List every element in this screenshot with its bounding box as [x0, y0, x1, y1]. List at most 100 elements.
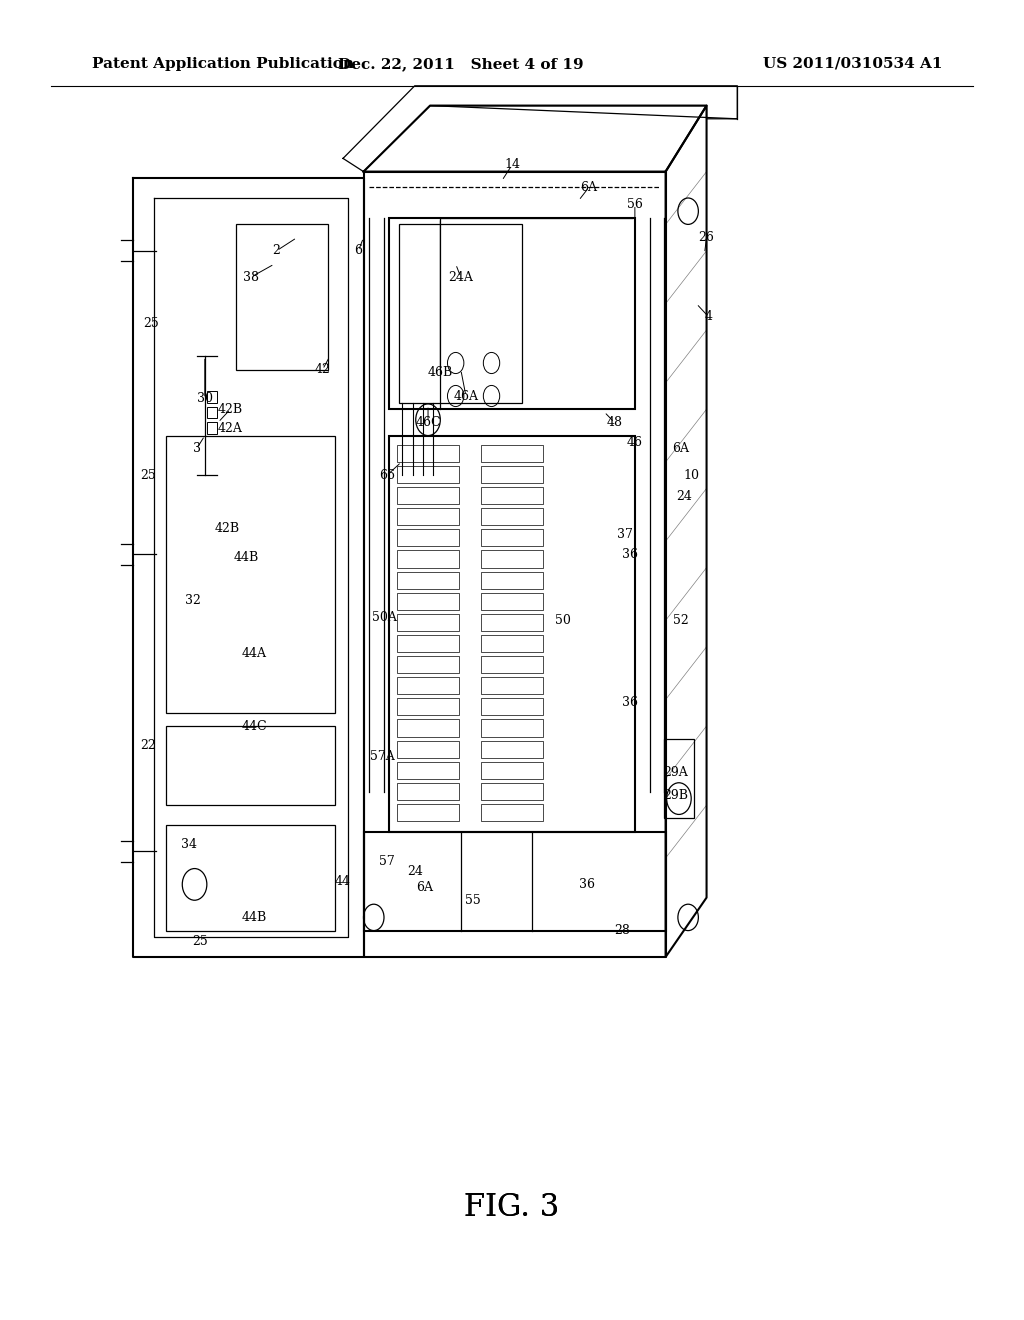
Text: 30: 30 [197, 392, 213, 405]
Text: 46A: 46A [454, 389, 478, 403]
Text: 44A: 44A [242, 647, 266, 660]
Text: 50A: 50A [372, 611, 396, 624]
Bar [397, 719, 459, 737]
Text: 52: 52 [673, 614, 689, 627]
Text: 10: 10 [683, 469, 699, 482]
Bar [397, 466, 459, 483]
Text: 3: 3 [193, 442, 201, 455]
Bar [664, 739, 694, 818]
Text: 56: 56 [627, 198, 643, 211]
Text: 48: 48 [606, 416, 623, 429]
Text: 32: 32 [184, 594, 201, 607]
Text: 6A: 6A [417, 880, 433, 894]
Bar [481, 487, 543, 504]
Bar [397, 741, 459, 758]
Text: 24: 24 [676, 490, 692, 503]
Bar [481, 804, 543, 821]
Bar [481, 677, 543, 694]
Bar [481, 656, 543, 673]
Bar [397, 656, 459, 673]
Bar [481, 529, 543, 546]
Text: Patent Application Publication: Patent Application Publication [92, 57, 354, 71]
Bar [397, 508, 459, 525]
Bar [397, 804, 459, 821]
Text: 44B: 44B [233, 550, 258, 564]
Text: 57: 57 [379, 855, 395, 869]
Bar [166, 825, 335, 931]
Text: 29B: 29B [664, 789, 688, 803]
Bar [207, 391, 217, 403]
Bar [364, 832, 666, 931]
Bar [481, 593, 543, 610]
Text: 22: 22 [140, 739, 157, 752]
Text: 6A: 6A [673, 442, 689, 455]
Text: 57A: 57A [370, 750, 394, 763]
Bar [207, 407, 217, 418]
Text: 6: 6 [354, 244, 362, 257]
Text: 36: 36 [622, 548, 638, 561]
Bar [397, 487, 459, 504]
Text: 55: 55 [465, 894, 481, 907]
Text: 42B: 42B [215, 521, 240, 535]
Text: 37: 37 [616, 528, 633, 541]
Text: 46B: 46B [428, 366, 453, 379]
Bar [481, 572, 543, 589]
Text: FIG. 3: FIG. 3 [464, 1192, 560, 1224]
Text: 42A: 42A [218, 422, 243, 436]
Bar [481, 508, 543, 525]
Bar [397, 593, 459, 610]
Text: 36: 36 [579, 878, 595, 891]
Bar [236, 224, 328, 370]
Text: 4: 4 [705, 310, 713, 323]
Bar [397, 635, 459, 652]
Bar [481, 550, 543, 568]
Text: 24: 24 [407, 865, 423, 878]
Text: 14: 14 [504, 158, 520, 172]
Text: 50: 50 [555, 614, 571, 627]
Text: 46: 46 [627, 436, 643, 449]
Bar [397, 572, 459, 589]
Bar [207, 422, 217, 434]
Bar [481, 466, 543, 483]
Text: 25: 25 [191, 935, 208, 948]
Text: 24A: 24A [449, 271, 473, 284]
Bar [397, 762, 459, 779]
Text: 34: 34 [181, 838, 198, 851]
Text: 28: 28 [614, 924, 631, 937]
Text: 25: 25 [143, 317, 160, 330]
Text: 38: 38 [243, 271, 259, 284]
Text: 66: 66 [379, 469, 395, 482]
Bar [481, 719, 543, 737]
Bar [397, 529, 459, 546]
Text: 6A: 6A [581, 181, 597, 194]
Text: 29A: 29A [664, 766, 688, 779]
Text: 42B: 42B [218, 403, 243, 416]
Bar [397, 677, 459, 694]
Bar [397, 614, 459, 631]
Bar [481, 614, 543, 631]
Text: Dec. 22, 2011   Sheet 4 of 19: Dec. 22, 2011 Sheet 4 of 19 [338, 57, 584, 71]
Bar [397, 550, 459, 568]
Text: 44C: 44C [241, 719, 267, 733]
Text: 25: 25 [140, 469, 157, 482]
Bar [481, 445, 543, 462]
Text: 42: 42 [314, 363, 331, 376]
Bar [389, 218, 635, 409]
Text: 36: 36 [622, 696, 638, 709]
Bar [397, 783, 459, 800]
Text: 26: 26 [698, 231, 715, 244]
Bar [481, 741, 543, 758]
Text: US 2011/0310534 A1: US 2011/0310534 A1 [763, 57, 942, 71]
Text: FIG. 3: FIG. 3 [464, 1192, 560, 1224]
Bar [481, 698, 543, 715]
Bar [166, 436, 335, 713]
Bar [481, 635, 543, 652]
Text: 44B: 44B [242, 911, 266, 924]
Bar [481, 762, 543, 779]
Bar [389, 436, 635, 832]
Text: 2: 2 [272, 244, 281, 257]
Bar [399, 224, 522, 403]
Bar [166, 726, 335, 805]
Text: 46C: 46C [415, 416, 441, 429]
Bar [481, 783, 543, 800]
